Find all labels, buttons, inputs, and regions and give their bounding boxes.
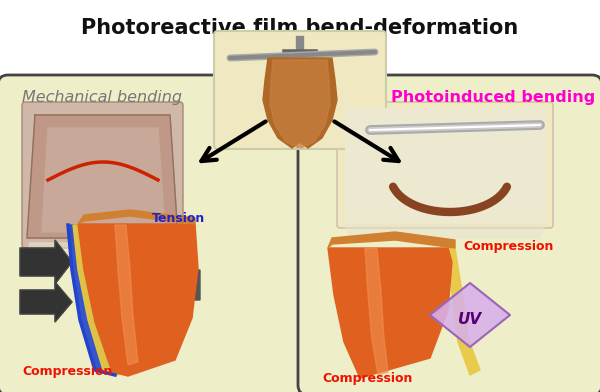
Polygon shape [27,243,178,255]
FancyBboxPatch shape [22,102,183,248]
Polygon shape [345,225,545,238]
Polygon shape [270,60,330,148]
Polygon shape [20,282,72,322]
Polygon shape [345,108,545,222]
Polygon shape [365,248,388,375]
FancyBboxPatch shape [0,75,305,392]
Polygon shape [328,248,452,378]
Text: UV: UV [458,312,482,327]
Polygon shape [328,232,455,248]
FancyBboxPatch shape [337,102,553,228]
Polygon shape [430,283,510,347]
Text: Photoreactive film bend-deformation: Photoreactive film bend-deformation [82,18,518,38]
Text: Compression: Compression [322,372,412,385]
Text: Compression: Compression [22,365,112,378]
Polygon shape [448,248,480,375]
Polygon shape [148,262,200,308]
Text: Mechanical bending: Mechanical bending [22,90,182,105]
FancyBboxPatch shape [214,31,386,149]
Polygon shape [263,58,337,148]
Polygon shape [73,225,125,375]
Polygon shape [27,115,178,238]
Polygon shape [42,128,165,232]
Polygon shape [78,210,195,224]
FancyBboxPatch shape [298,75,600,392]
Polygon shape [20,240,72,284]
Text: Photoinduced bending: Photoinduced bending [391,90,595,105]
Text: Compression: Compression [463,240,553,253]
Polygon shape [78,224,198,376]
Text: Tension: Tension [152,212,205,225]
Polygon shape [115,225,138,365]
Polygon shape [68,225,120,375]
